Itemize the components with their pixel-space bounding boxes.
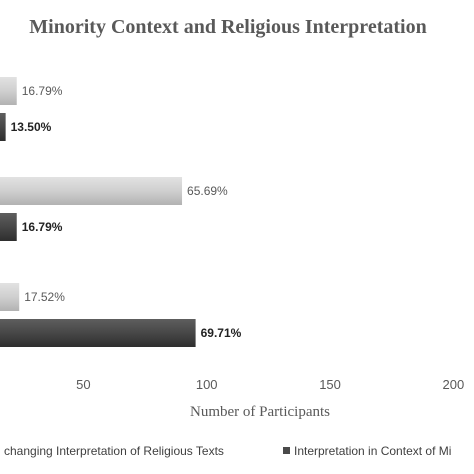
data-label-series-1-group-2: 65.69%: [187, 184, 228, 198]
legend-swatch-series-2: [283, 447, 290, 454]
x-tick-label: 200: [443, 377, 465, 392]
data-label-series-2-group-3: 69.71%: [201, 326, 242, 340]
chart-title: Minority Context and Religious Interpret…: [29, 16, 426, 38]
bar-series-1-group-3: [0, 283, 20, 311]
data-label-series-2-group-1: 13.50%: [11, 120, 52, 134]
bar-series-2-group-3: [0, 319, 196, 347]
bar-series-1-group-1: [0, 77, 17, 105]
x-tick-label: 50: [76, 377, 90, 392]
legend: changing Interpretation of Religious Tex…: [4, 444, 451, 458]
x-tick-label: 100: [196, 377, 218, 392]
bar-series-1-group-2: [0, 177, 183, 205]
x-axis-ticks: 50 100 150 200: [76, 377, 464, 392]
data-label-series-1-group-3: 17.52%: [24, 290, 65, 304]
legend-label-series-1: changing Interpretation of Religious Tex…: [4, 444, 224, 458]
legend-label-series-2: Interpretation in Context of Mi: [294, 444, 451, 458]
data-label-series-2-group-2: 16.79%: [22, 220, 63, 234]
data-label-series-1-group-1: 16.79%: [22, 84, 63, 98]
bars-layer: [0, 77, 196, 347]
bar-series-2-group-1: [0, 113, 6, 141]
x-tick-label: 150: [319, 377, 341, 392]
x-axis-label: Number of Participants: [190, 404, 330, 420]
bar-series-2-group-2: [0, 213, 17, 241]
data-labels-layer: 16.79% 65.69% 17.52% 13.50% 16.79% 69.71%: [11, 84, 242, 340]
